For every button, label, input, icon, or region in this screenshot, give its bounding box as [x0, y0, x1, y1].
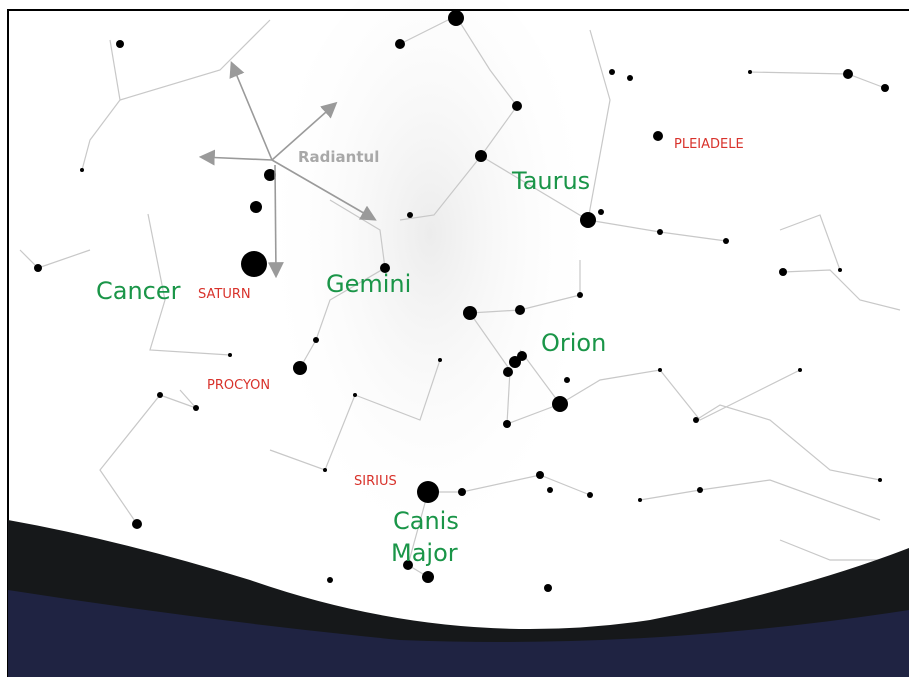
object-label: PLEIADELE	[674, 137, 744, 152]
object-label: SATURN	[198, 287, 251, 302]
milky-way	[260, 0, 600, 630]
radiant-arrows	[198, 61, 377, 279]
constellation-label: Taurus	[511, 167, 590, 195]
constellation-label: Major	[391, 539, 458, 567]
object-label: PROCYON	[207, 378, 270, 393]
constellation-label: Gemini	[326, 270, 411, 298]
stars	[34, 10, 889, 592]
radiant-label: Radiantul	[298, 148, 379, 166]
constellation-label: Orion	[541, 329, 606, 357]
frame	[7, 9, 909, 677]
constellation-label: Canis	[393, 507, 459, 535]
horizon	[8, 520, 909, 677]
object-label: SIRIUS	[354, 474, 397, 489]
constellation-label: Cancer	[96, 277, 181, 305]
